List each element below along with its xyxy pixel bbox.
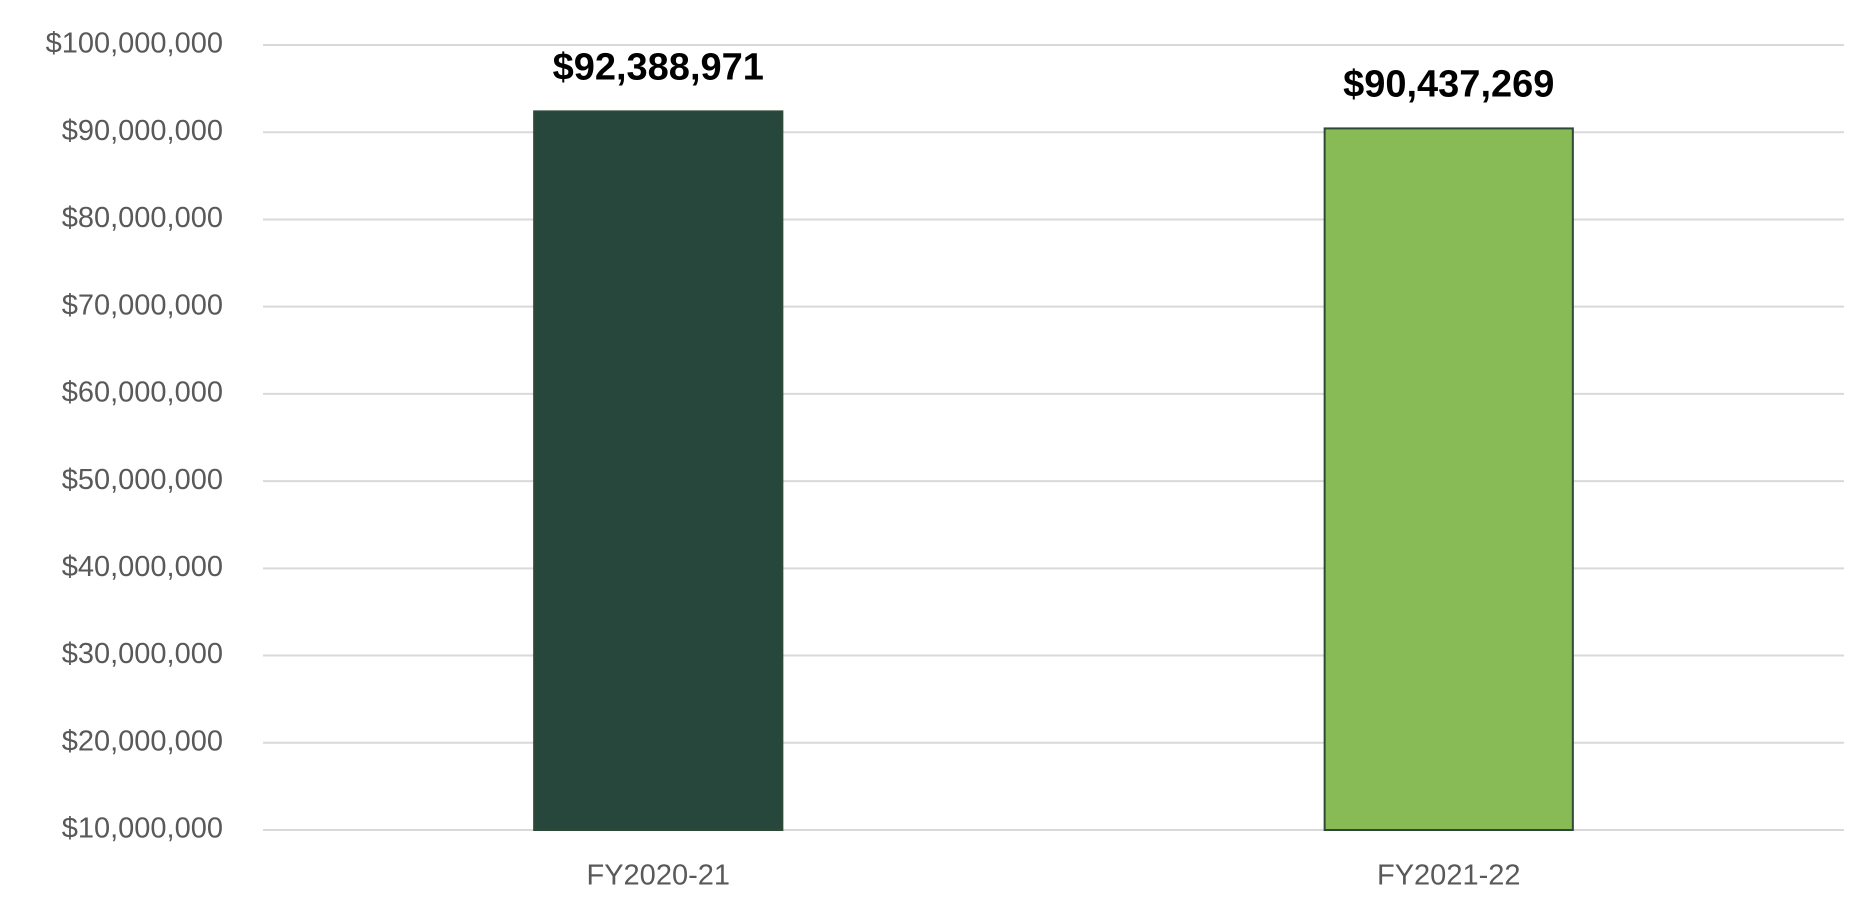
y-tick-label: $30,000,000 [62, 638, 223, 670]
y-tick-label: $20,000,000 [62, 725, 223, 757]
x-tick-label: FY2020-21 [587, 860, 731, 892]
y-tick-label: $60,000,000 [62, 377, 223, 409]
y-tick-label: $40,000,000 [62, 551, 223, 583]
y-tick-label: $80,000,000 [62, 202, 223, 234]
y-tick-label: $100,000,000 [46, 28, 223, 60]
y-tick-label: $10,000,000 [62, 813, 223, 845]
value-label: $92,388,971 [553, 46, 764, 88]
bar [1323, 127, 1574, 831]
bar [533, 110, 784, 832]
x-tick-label: FY2021-22 [1377, 860, 1521, 892]
y-tick-label: $70,000,000 [62, 289, 223, 321]
y-tick-label: $90,000,000 [62, 115, 223, 147]
y-tick-label: $50,000,000 [62, 464, 223, 496]
value-label: $90,437,269 [1343, 63, 1554, 105]
